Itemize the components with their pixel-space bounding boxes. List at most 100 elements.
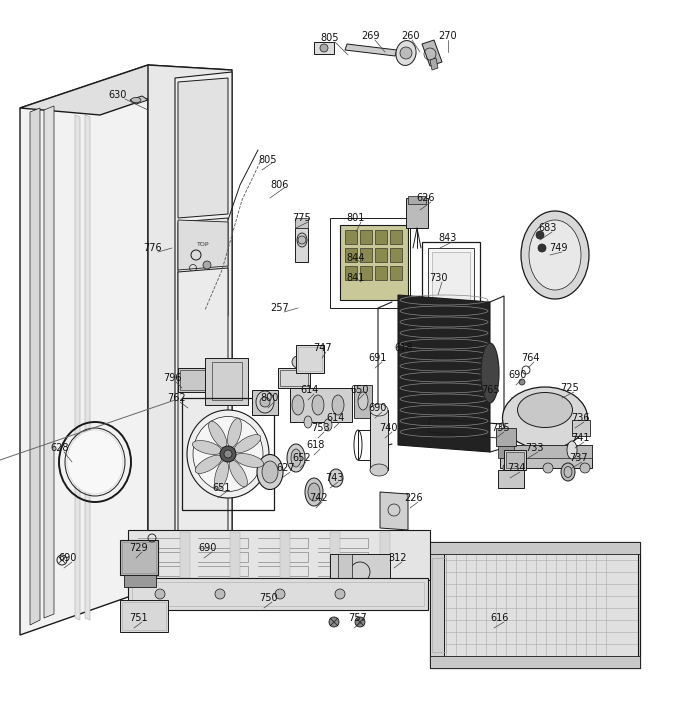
- Polygon shape: [370, 410, 388, 470]
- Circle shape: [400, 47, 412, 59]
- Bar: [298, 347, 322, 371]
- Text: 683: 683: [539, 223, 557, 233]
- Ellipse shape: [228, 418, 241, 447]
- Circle shape: [155, 589, 165, 599]
- Bar: [390, 230, 402, 244]
- Polygon shape: [20, 65, 148, 635]
- Ellipse shape: [67, 430, 123, 494]
- Text: 800: 800: [261, 393, 279, 403]
- Text: 691: 691: [369, 353, 387, 363]
- Ellipse shape: [304, 416, 312, 428]
- Polygon shape: [398, 295, 490, 452]
- Ellipse shape: [234, 434, 261, 453]
- Bar: [408, 196, 426, 204]
- Polygon shape: [430, 542, 640, 668]
- Text: 730: 730: [429, 273, 447, 283]
- Text: 650: 650: [351, 385, 369, 395]
- Bar: [345, 266, 357, 280]
- Bar: [120, 540, 158, 575]
- Circle shape: [538, 244, 546, 252]
- Circle shape: [519, 379, 525, 385]
- Polygon shape: [130, 96, 148, 104]
- Bar: [360, 248, 372, 262]
- Bar: [314, 42, 334, 54]
- Ellipse shape: [481, 343, 499, 403]
- Ellipse shape: [567, 441, 577, 459]
- Text: TOP: TOP: [197, 242, 209, 248]
- Text: 312: 312: [389, 553, 407, 563]
- Ellipse shape: [214, 460, 228, 489]
- Text: 844: 844: [347, 253, 365, 263]
- Ellipse shape: [229, 460, 248, 486]
- Polygon shape: [295, 218, 308, 228]
- Text: 614: 614: [327, 413, 345, 423]
- Text: 737: 737: [568, 453, 588, 463]
- Ellipse shape: [131, 97, 141, 102]
- Ellipse shape: [193, 416, 263, 492]
- Ellipse shape: [503, 387, 588, 449]
- Text: 628: 628: [51, 443, 69, 453]
- Text: 269: 269: [361, 31, 379, 41]
- Ellipse shape: [308, 483, 320, 501]
- Text: 751: 751: [129, 613, 148, 623]
- Circle shape: [543, 463, 553, 473]
- Bar: [504, 450, 526, 470]
- Polygon shape: [30, 108, 40, 625]
- Text: 735: 735: [491, 423, 509, 433]
- Text: 762: 762: [167, 393, 186, 403]
- Polygon shape: [380, 492, 408, 530]
- Text: 775: 775: [292, 213, 311, 223]
- Bar: [498, 470, 524, 488]
- Polygon shape: [75, 115, 80, 620]
- Bar: [390, 266, 402, 280]
- Polygon shape: [120, 600, 168, 632]
- Polygon shape: [430, 656, 640, 668]
- Text: 651: 651: [213, 483, 231, 493]
- Text: 753: 753: [311, 423, 329, 433]
- Circle shape: [320, 44, 328, 52]
- Ellipse shape: [235, 454, 264, 468]
- Polygon shape: [128, 530, 430, 580]
- Polygon shape: [230, 532, 240, 578]
- Bar: [360, 266, 372, 280]
- Text: 805: 805: [259, 155, 277, 165]
- Bar: [330, 218, 410, 308]
- Bar: [124, 575, 156, 587]
- Text: 616: 616: [491, 613, 509, 623]
- Polygon shape: [380, 532, 390, 578]
- Ellipse shape: [192, 441, 222, 455]
- Polygon shape: [128, 578, 428, 610]
- Circle shape: [307, 353, 317, 363]
- Text: 690: 690: [509, 370, 527, 380]
- Polygon shape: [430, 542, 444, 668]
- Polygon shape: [428, 248, 474, 362]
- Polygon shape: [338, 554, 352, 608]
- Polygon shape: [430, 58, 438, 70]
- Ellipse shape: [209, 421, 227, 448]
- Text: 652: 652: [292, 453, 311, 463]
- Text: 734: 734: [507, 463, 525, 473]
- Ellipse shape: [292, 395, 304, 415]
- Polygon shape: [290, 388, 352, 422]
- Ellipse shape: [370, 404, 388, 416]
- Circle shape: [275, 589, 285, 599]
- Polygon shape: [178, 218, 228, 320]
- Polygon shape: [44, 106, 54, 618]
- Text: 725: 725: [560, 383, 579, 393]
- Text: 729: 729: [129, 543, 148, 553]
- Circle shape: [203, 261, 211, 269]
- Bar: [296, 345, 324, 373]
- Polygon shape: [180, 532, 190, 578]
- Polygon shape: [422, 40, 442, 66]
- Text: 618: 618: [395, 343, 413, 353]
- Polygon shape: [330, 532, 340, 578]
- Circle shape: [220, 446, 236, 462]
- Ellipse shape: [297, 233, 307, 247]
- Ellipse shape: [187, 410, 269, 498]
- Polygon shape: [330, 554, 390, 608]
- Text: 806: 806: [271, 180, 289, 190]
- Ellipse shape: [262, 461, 278, 483]
- Bar: [375, 266, 387, 280]
- Text: 743: 743: [325, 473, 343, 483]
- Text: 741: 741: [571, 433, 590, 443]
